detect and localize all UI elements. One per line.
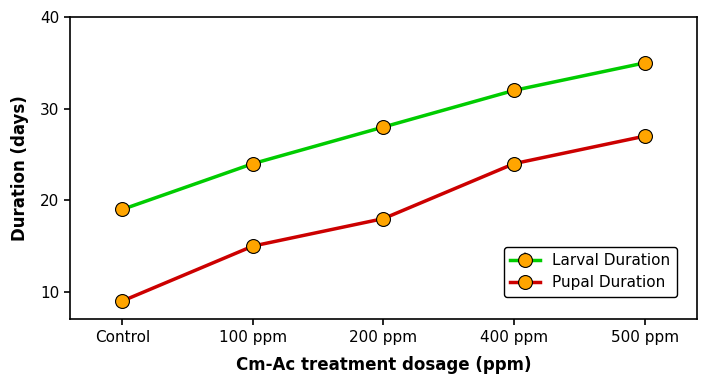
Y-axis label: Duration (days): Duration (days) [11, 95, 29, 241]
X-axis label: Cm-Ac treatment dosage (ppm): Cm-Ac treatment dosage (ppm) [236, 356, 531, 374]
Legend: Larval Duration, Pupal Duration: Larval Duration, Pupal Duration [503, 247, 677, 296]
